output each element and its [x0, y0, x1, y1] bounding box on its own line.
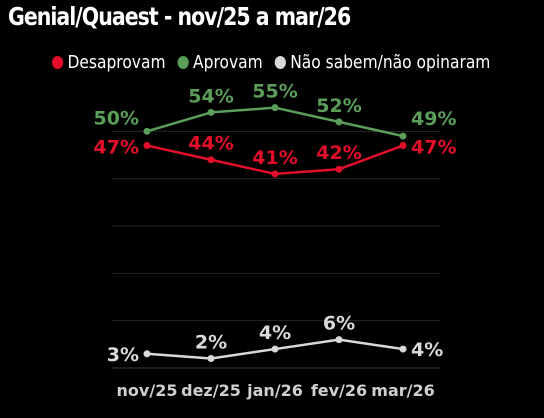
x-tick-label: nov/25 — [117, 381, 178, 400]
data-point-desaprovam — [271, 170, 279, 178]
data-label-desaprovam: 42% — [316, 142, 361, 164]
data-point-desaprovam — [143, 142, 151, 150]
data-point-nao-sabem — [335, 336, 343, 344]
data-label-nao-sabem: 3% — [107, 344, 139, 366]
data-label-desaprovam: 41% — [252, 147, 297, 169]
legend-label-desaprovam: Desaprovam — [67, 51, 166, 73]
data-point-nao-sabem — [399, 345, 407, 353]
legend-item-desaprovam: Desaprovam — [52, 52, 166, 73]
data-label-nao-sabem: 2% — [195, 332, 227, 354]
legend-dot-nao-sabem — [274, 55, 286, 69]
data-point-desaprovam — [399, 142, 407, 150]
legend-label-aprovam: Aprovam — [193, 51, 263, 73]
data-point-aprovam — [143, 127, 151, 135]
data-label-desaprovam: 44% — [188, 133, 233, 155]
data-label-desaprovam: 47% — [94, 137, 139, 159]
data-point-nao-sabem — [271, 345, 279, 353]
data-label-aprovam: 54% — [188, 85, 233, 107]
legend-dot-aprovam — [177, 55, 189, 69]
x-tick-label: fev/26 — [311, 381, 367, 400]
data-label-desaprovam: 47% — [411, 137, 456, 159]
data-label-aprovam: 50% — [94, 107, 139, 129]
data-label-aprovam: 55% — [252, 81, 297, 103]
x-tick-label: mar/26 — [371, 381, 434, 400]
legend-dot-desaprovam — [52, 55, 64, 69]
data-points — [143, 104, 407, 363]
data-point-desaprovam — [335, 165, 343, 173]
data-point-aprovam — [207, 108, 215, 116]
x-tick-label: jan/26 — [246, 381, 303, 400]
data-point-nao-sabem — [207, 355, 215, 363]
legend-label-nao-sabem: Não sabem/não opinaram — [290, 51, 491, 73]
chart-legend: Desaprovam Aprovam Não sabem/não opinara… — [52, 50, 490, 74]
data-label-aprovam: 52% — [316, 95, 361, 117]
data-label-nao-sabem: 4% — [411, 339, 443, 361]
data-labels: 47% 44% 41% 42% 47% 50% 54% 55% 52% 49% 3% 2% 4% 6% 4% — [94, 81, 457, 366]
x-tick-label: dez/25 — [181, 381, 241, 400]
legend-item-aprovam: Aprovam — [177, 51, 263, 73]
data-label-nao-sabem: 4% — [259, 322, 291, 344]
x-axis-ticks: nov/25 dez/25 jan/26 fev/26 mar/26 — [117, 381, 435, 400]
data-point-desaprovam — [207, 156, 215, 164]
legend-item-nao-sabem: Não sabem/não opinaram — [274, 51, 491, 73]
data-point-aprovam — [399, 132, 407, 140]
data-label-nao-sabem: 6% — [323, 313, 355, 335]
data-point-aprovam — [335, 118, 343, 126]
data-point-nao-sabem — [143, 350, 151, 358]
data-label-aprovam: 49% — [411, 108, 456, 130]
chart-title: Genial/Quaest - nov/25 a mar/26 — [8, 2, 351, 31]
data-point-aprovam — [271, 104, 279, 112]
